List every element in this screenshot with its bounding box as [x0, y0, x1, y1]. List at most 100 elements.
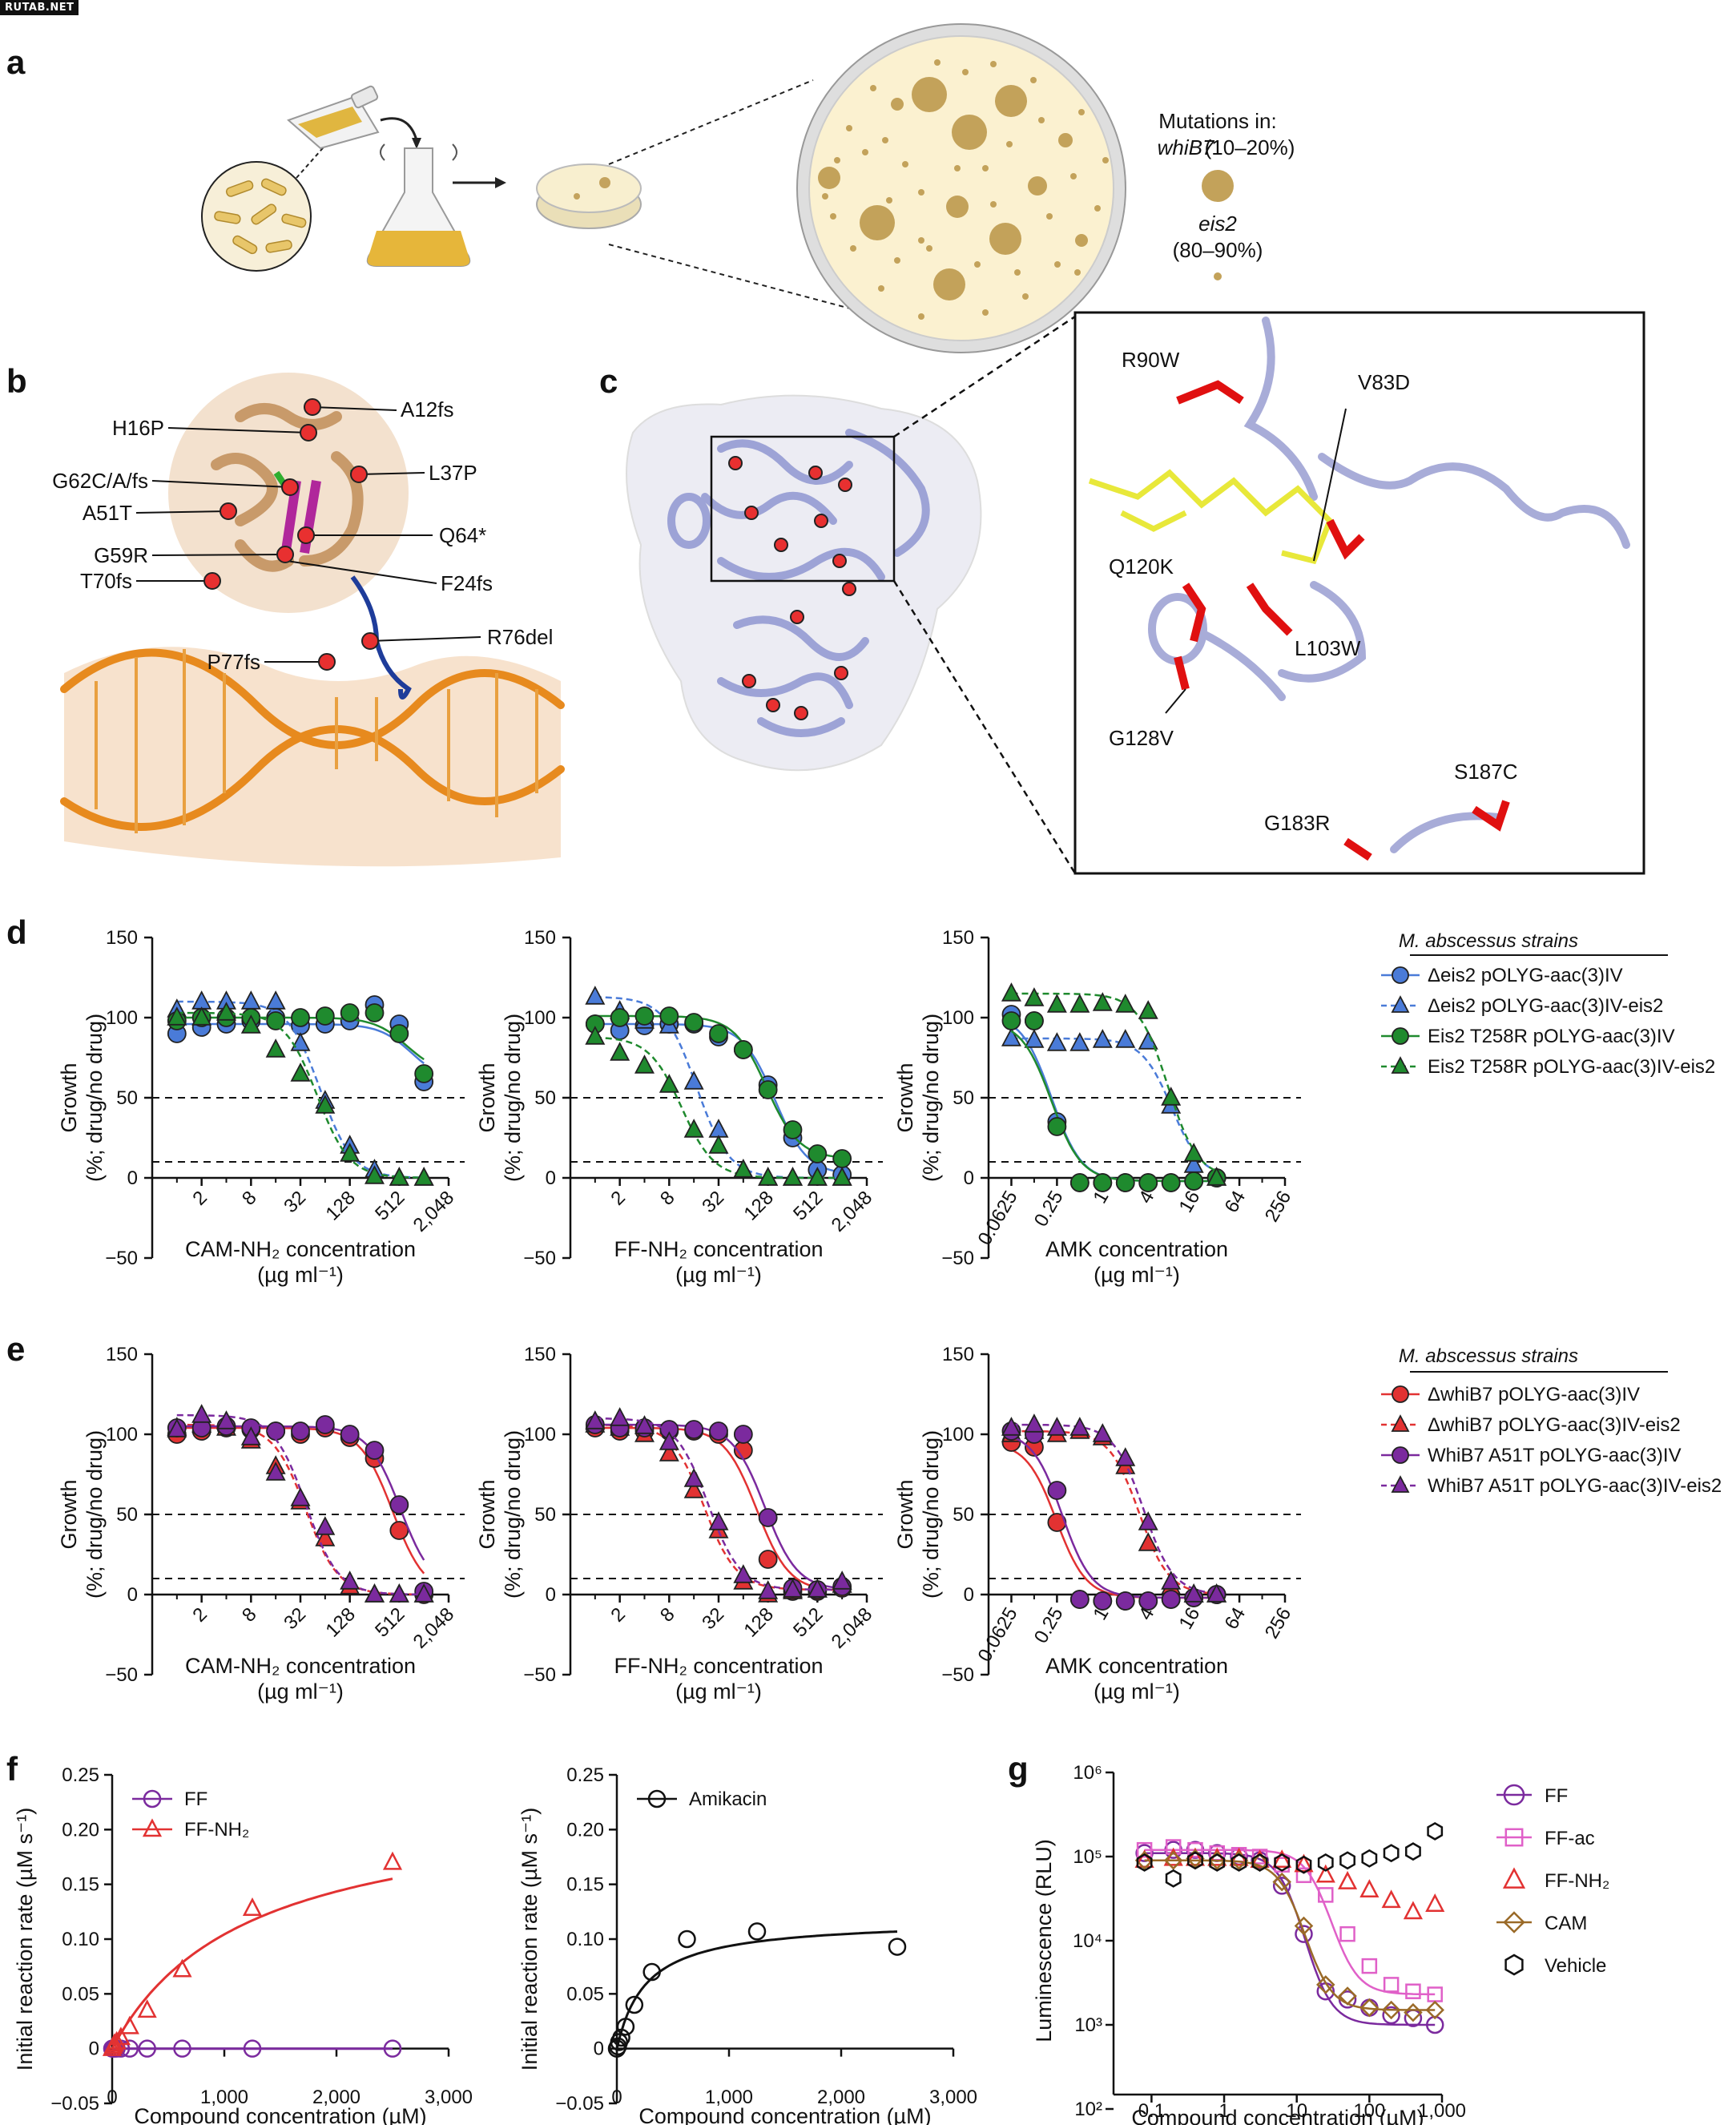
data-point [1315, 1864, 1335, 1883]
data-point [1138, 1591, 1158, 1611]
data-point [142, 1818, 163, 1837]
y-tick-label: 10² [1074, 2099, 1102, 2120]
data-point [389, 1583, 409, 1603]
data-point [173, 2039, 191, 2058]
x-tick-label: 512 [371, 1187, 409, 1224]
data-point [1504, 1954, 1524, 1976]
x-tick-label: 0 [107, 2087, 117, 2108]
residue-label: L103W [1295, 636, 1361, 660]
dna-helix [60, 648, 565, 831]
data-point [659, 1006, 679, 1026]
y-tick-label: 0 [594, 2038, 604, 2060]
fit-curve [1011, 1429, 1217, 1595]
data-point [1339, 1851, 1355, 1870]
fit-curve [594, 1036, 843, 1179]
y-tick-label: 0 [964, 1584, 974, 1606]
data-point [1502, 1867, 1526, 1889]
data-point [709, 1024, 728, 1043]
data-point [708, 1119, 729, 1138]
data-point [659, 1074, 679, 1093]
data-point [389, 1024, 409, 1043]
data-point [1425, 2000, 1444, 2020]
process-arrow [453, 177, 506, 188]
residue-label: A51T [83, 501, 132, 525]
y-tick-label: 0.15 [62, 1874, 99, 1896]
data-point [832, 1571, 852, 1590]
y-tick-label: 0 [127, 1167, 138, 1189]
x-tick-label: 1,000 [200, 2087, 248, 2108]
data-point [389, 1167, 409, 1186]
data-point [365, 1003, 385, 1022]
x-tick-label: 2,048 [409, 1603, 459, 1653]
panel-label-g: g [1008, 1750, 1029, 1788]
x-axis-label: AMK concentration [1045, 1237, 1228, 1261]
data-point [191, 1404, 212, 1423]
x-tick-label: 8 [238, 1187, 261, 1210]
data-point [659, 1431, 679, 1450]
data-point [1069, 1417, 1090, 1436]
data-point [1046, 994, 1067, 1013]
data-point [1391, 995, 1410, 1013]
data-point [1316, 1975, 1335, 1994]
y-axis-label: Growth [57, 1062, 81, 1132]
data-point [1184, 1171, 1204, 1191]
x-tick-label: 64 [1221, 1604, 1251, 1634]
data-point [610, 1407, 630, 1426]
data-point [266, 1011, 286, 1030]
x-axis-unit: (µg ml⁻¹) [257, 1679, 344, 1704]
data-point [1163, 1851, 1183, 1870]
x-tick-label: 128 [322, 1187, 360, 1224]
data-point [1294, 1916, 1314, 1936]
panel-c-zoom: R90W V83D Q120K L103W G128V S187C G183R [1073, 311, 1645, 875]
residue-label: F24fs [441, 571, 493, 595]
legend-entry: FF [184, 1788, 207, 1810]
x-tick-label: 32 [280, 1187, 310, 1217]
agar-plate-small [536, 163, 642, 229]
fit-curve [1011, 1423, 1217, 1595]
data-point [243, 2039, 262, 2058]
data-point [265, 990, 286, 1010]
data-point [340, 1143, 360, 1162]
data-point [172, 1958, 192, 1978]
data-point [1405, 1842, 1421, 1861]
data-point [1274, 1853, 1291, 1872]
data-point [1093, 1173, 1113, 1192]
x-axis-label: CAM-NH₂ concentration [185, 1654, 416, 1678]
x-tick-label: 512 [789, 1187, 827, 1224]
data-point [1047, 1117, 1067, 1136]
y-tick-label: 0.25 [62, 1764, 99, 1786]
fit-curve [1010, 1030, 1217, 1183]
y-axis-label: Growth [893, 1062, 917, 1132]
x-tick-label: 3,000 [929, 2087, 977, 2108]
data-point [1001, 982, 1021, 1002]
legend-entry: CAM [1545, 1913, 1587, 1934]
data-point [1134, 1849, 1154, 1869]
data-point [808, 1144, 828, 1163]
data-point [143, 1789, 162, 1808]
y-tick-label: 150 [942, 927, 974, 949]
y-tick-label: 150 [524, 927, 556, 949]
fit-curve [1011, 992, 1218, 1172]
whib7-gene-label: whiB7 [1158, 135, 1215, 159]
data-point [1161, 1571, 1182, 1590]
data-point [1001, 1011, 1021, 1030]
x-tick-label: 2 [606, 1187, 630, 1210]
x-tick-label: 128 [322, 1603, 360, 1641]
x-axis-label: Compound concentration (µM) [134, 2104, 426, 2125]
legend-entry: FF-ac [1545, 1828, 1595, 1849]
y-axis-label-unit: (%; drug/no drug) [919, 1430, 943, 1599]
fit-curve [1011, 1037, 1218, 1172]
data-point [634, 1006, 655, 1026]
data-point [167, 1006, 187, 1026]
panel-b-structure [60, 373, 565, 867]
data-point [1138, 1000, 1158, 1019]
data-point [290, 1032, 311, 1051]
residue-label: H16P [112, 416, 164, 440]
data-point [1392, 966, 1409, 984]
x-tick-label: 2,000 [817, 2087, 865, 2108]
y-tick-label: 0.15 [566, 1874, 604, 1896]
data-point [758, 1580, 779, 1599]
legend-entry: Vehicle [1545, 1955, 1606, 1977]
data-point [1392, 1027, 1409, 1045]
y-tick-label: 0.10 [566, 1929, 604, 1950]
